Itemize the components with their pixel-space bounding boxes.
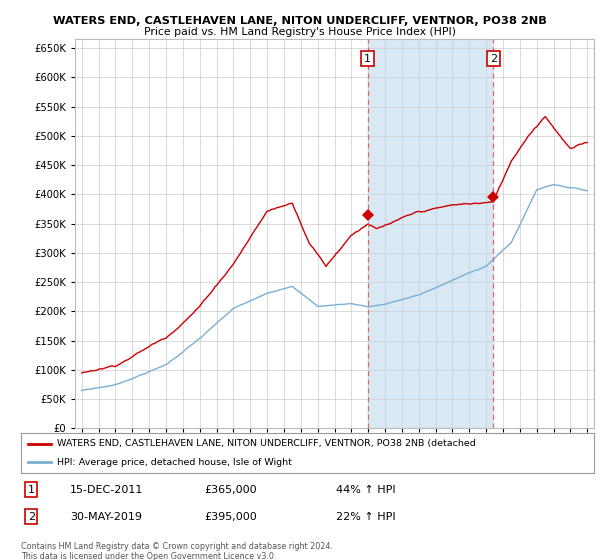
Text: WATERS END, CASTLEHAVEN LANE, NITON UNDERCLIFF, VENTNOR, PO38 2NB (detached: WATERS END, CASTLEHAVEN LANE, NITON UNDE… (56, 439, 475, 448)
Text: 1: 1 (364, 54, 371, 63)
Text: 2: 2 (490, 54, 497, 63)
Text: 2: 2 (28, 512, 35, 522)
Text: WATERS END, CASTLEHAVEN LANE, NITON UNDERCLIFF, VENTNOR, PO38 2NB: WATERS END, CASTLEHAVEN LANE, NITON UNDE… (53, 16, 547, 26)
Text: Price paid vs. HM Land Registry's House Price Index (HPI): Price paid vs. HM Land Registry's House … (144, 27, 456, 37)
Text: 15-DEC-2011: 15-DEC-2011 (70, 485, 143, 495)
Text: 30-MAY-2019: 30-MAY-2019 (70, 512, 142, 522)
Text: 22% ↑ HPI: 22% ↑ HPI (336, 512, 396, 522)
Bar (368, 39, 493, 428)
Text: £365,000: £365,000 (205, 485, 257, 495)
Text: 44% ↑ HPI: 44% ↑ HPI (336, 485, 396, 495)
Text: 1: 1 (28, 485, 35, 495)
Text: £395,000: £395,000 (205, 512, 257, 522)
Text: Contains HM Land Registry data © Crown copyright and database right 2024.
This d: Contains HM Land Registry data © Crown c… (21, 542, 333, 560)
Text: HPI: Average price, detached house, Isle of Wight: HPI: Average price, detached house, Isle… (56, 458, 292, 467)
